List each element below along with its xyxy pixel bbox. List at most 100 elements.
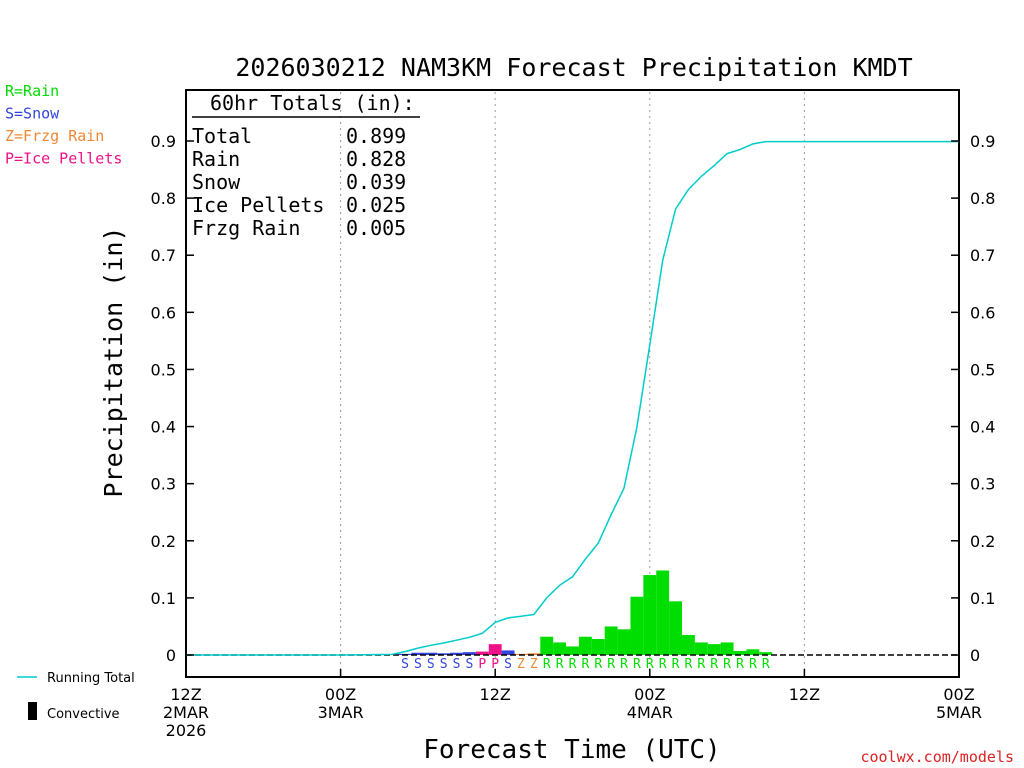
ptype-letter: S [414,657,422,672]
x-tick-label: 2026 [166,721,207,740]
y-tick-label-right: 0.3 [970,475,995,494]
ptype-letter: R [659,657,667,672]
precip-bar [656,570,670,655]
precip-bar [501,650,515,655]
ptype-letter: R [633,657,641,672]
precip-bar [733,651,747,655]
precip-bar [604,626,618,655]
y-tick-label-left: 0.5 [151,360,176,379]
precip-bar [475,651,489,655]
ptype-letter: R [646,657,654,672]
plot-frame [185,89,960,678]
totals-row-value: 0.039 [346,170,406,194]
ptype-legend-entry: Z=Frzg Rain [5,127,104,145]
y-tick-label-left: 0.4 [151,418,176,437]
y-tick-label-right: 0.9 [970,132,995,151]
ptype-legend-entry: R=Rain [5,82,59,100]
y-tick-label-left: 0.9 [151,132,176,151]
running-total-line [186,140,959,656]
ptype-letter: S [440,657,448,672]
y-tick-label-right: 0.5 [970,360,995,379]
ptype-letter: S [401,657,409,672]
y-tick-label-left: 0.1 [151,589,176,608]
totals-row-value: 0.025 [346,193,406,217]
ptype-letter: Z [530,657,538,672]
x-tick-label: 12Z [480,685,511,704]
running-total-series [186,140,959,656]
totals-row-value: 0.899 [346,124,406,148]
x-tick-label: 00Z [325,685,356,704]
legend-label: Running Total [47,671,135,686]
totals-row-label: Rain [192,147,240,171]
y-axis-label: Precipitation (in) [99,227,128,498]
ptype-letter: R [762,657,770,672]
totals-row-label: Total [192,124,252,148]
ptype-letter: R [556,657,564,672]
precip-bar [411,652,425,655]
totals-row-label: Snow [192,170,241,194]
ptype-letter: R [672,657,680,672]
ptype-letter: R [723,657,731,672]
ptype-letter: S [453,657,461,672]
ptype-letter: P [478,657,486,672]
ptype-legend-entry: P=Ice Pellets [5,150,122,168]
chart-title: 2026030212 NAM3KM Forecast Precipitation… [235,53,912,82]
ptype-letter: S [504,657,512,672]
gridlines [340,92,805,675]
precip-bar [540,636,554,655]
precip-bar [437,653,451,655]
ptype-letter: S [427,657,435,672]
y-tick-label-right: 0.7 [970,246,995,265]
precip-bar [527,653,541,655]
precip-bar [462,652,476,655]
ptype-letter: R [697,657,705,672]
x-tick-label: 2MAR [163,703,209,722]
precip-bar [578,636,592,655]
precip-bar [720,642,734,655]
precip-bar [488,644,502,655]
precip-bar [694,642,708,655]
credit-link[interactable]: coolwx.com/models [860,748,1014,766]
ptype-legend: R=Rain S=Snow Z=Frzg Rain P=Ice Pellets [5,82,122,168]
y-tick-label-right: 0.6 [970,303,995,322]
totals-row-value: 0.828 [346,147,406,171]
ptype-letter: R [569,657,577,672]
x-tick-label: 12Z [170,685,201,704]
ptype-letter: Z [517,657,525,672]
ptype-letter: R [620,657,628,672]
ptype-legend-entry: S=Snow [5,105,60,123]
precip-bar [450,652,463,655]
x-axis-label: Forecast Time (UTC) [423,735,720,765]
legend-bar-swatch [28,702,37,720]
totals-row-label: Frzg Rain [192,216,300,240]
totals-header: 60hr Totals (in): [210,91,415,115]
y-tick-label-right: 0.1 [970,589,995,608]
y-tick-label-left: 0.3 [151,475,176,494]
totals-row-label: Ice Pellets [192,193,324,217]
precip-bar [553,642,567,655]
precip-bar [746,649,760,655]
x-tick-label: 3MAR [318,703,364,722]
precip-bar [669,601,683,655]
totals-box: 60hr Totals (in): Total 0.899 Rain 0.828 Snow… [192,91,420,240]
ptype-letter: R [736,657,744,672]
ptype-letter: R [581,657,589,672]
ptype-letter: R [543,657,551,672]
ptype-letter: R [749,657,757,672]
y-tick-label-right: 0 [970,646,980,665]
ptype-letter: S [466,657,474,672]
precip-bar [682,635,695,655]
ptype-letter: P [491,657,499,672]
legend-label: Convective [47,707,120,722]
y-tick-label-right: 0.8 [970,189,995,208]
ptype-letter: R [607,657,615,672]
y-tick-label-left: 0.2 [151,532,176,551]
precip-bar [424,652,438,655]
x-tick-label: 00Z [943,685,974,704]
x-tick-label: 5MAR [936,703,982,722]
y-axis-ticks: 0 0 0.1 0.1 0.2 0.2 0.3 0.3 0.4 0.4 0.5 0.5 0.6 0.6 0.… [151,132,996,665]
